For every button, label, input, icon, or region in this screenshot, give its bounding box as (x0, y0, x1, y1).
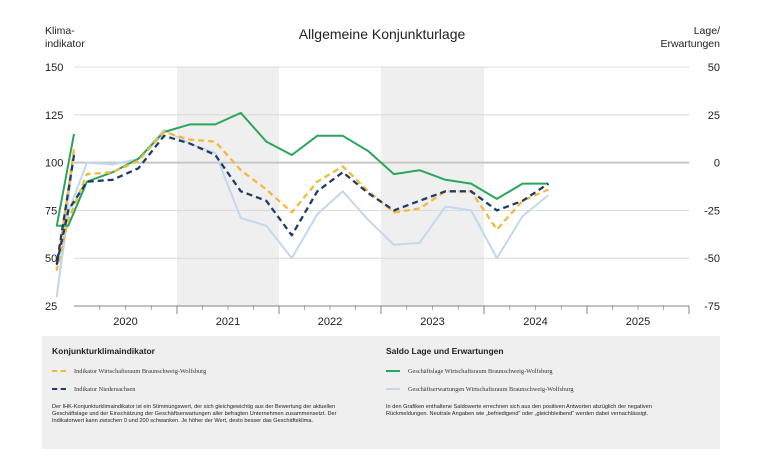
x-tick-label-2023: 2023 (420, 316, 444, 328)
legend-label-geschaeftserwartungen: Geschäftserwartungen Wirtschaftsraum Bra… (408, 385, 574, 393)
right-tick-label: 50 (708, 62, 720, 74)
left-tick-label: 150 (45, 62, 63, 74)
right-tick-label: -25 (704, 205, 720, 217)
left-tick-label: 75 (45, 205, 57, 217)
legend-item-nds-indicator: Indikator Niedersachsen (52, 380, 352, 398)
x-tick-label-2025: 2025 (626, 316, 650, 328)
legend-swatch-bs-indicator (52, 370, 66, 372)
series-line-3 (55, 129, 550, 298)
series-lines (55, 111, 550, 298)
legend-label-geschaeftslage: Geschäftslage Wirtschaftsraum Braunschwe… (408, 367, 553, 375)
left-axis-title: Klima- (45, 25, 75, 37)
legend-item-geschaeftslage: Geschäftslage Wirtschaftsraum Braunschwe… (386, 362, 686, 380)
series-line-1 (55, 134, 550, 266)
right-tick-label: 25 (708, 110, 720, 122)
right-axis-title: Lage/ (694, 25, 720, 37)
legend-right-note: In den Grafiken enthaltene Saldowerte er… (386, 404, 652, 417)
legend-panel: Konjunkturklimaindikator Indikator Wirts… (42, 336, 720, 449)
legend-right: Saldo Lage und Erwartungen Geschäftslage… (386, 346, 686, 418)
chart-title: Allgemeine Konjunkturlage (299, 26, 466, 42)
x-tick-label-2020: 2020 (113, 316, 137, 328)
axis-labels: 150 125 100 75 50 25 50 25 0 -25 -50 -75 2020 2021 202… (45, 25, 720, 328)
legend-swatch-nds-indicator (52, 388, 66, 390)
legend-item-geschaeftserwartungen: Geschäftserwartungen Wirtschaftsraum Bra… (386, 380, 686, 398)
legend-left-title: Konjunkturklimaindikator (52, 346, 155, 356)
left-tick-label: 100 (45, 158, 63, 170)
x-tick-label-2021: 2021 (216, 316, 240, 328)
right-tick-label: -75 (704, 301, 720, 313)
x-tick-label-2022: 2022 (318, 316, 342, 328)
right-tick-label: -50 (704, 253, 720, 265)
year-band-2023 (381, 67, 484, 306)
legend-item-bs-indicator: Indikator Wirtschaftsraum Braunschweig-W… (52, 362, 352, 380)
legend-label-nds-indicator: Indikator Niedersachsen (74, 385, 136, 393)
left-tick-label: 125 (45, 110, 63, 122)
legend-left: Konjunkturklimaindikator Indikator Wirts… (52, 346, 352, 425)
right-tick-label: 0 (714, 158, 720, 170)
series-line-0 (55, 130, 549, 271)
left-tick-label: 50 (45, 253, 57, 265)
year-bands (177, 67, 484, 306)
chart: 150 125 100 75 50 25 50 25 0 -25 -50 -75 2020 2021 202… (45, 25, 720, 328)
left-axis-title: indikator (45, 38, 85, 50)
legend-left-note: Der IHK-Konjunkturklimaindikator ist ein… (52, 404, 337, 424)
legend-label-bs-indicator: Indikator Wirtschaftsraum Braunschweig-W… (74, 367, 207, 375)
legend-right-title: Saldo Lage und Erwartungen (386, 346, 504, 356)
right-axis-title: Erwartungen (660, 38, 720, 50)
legend-swatch-geschaeftserwartungen (386, 388, 400, 390)
series-line-2 (55, 111, 549, 227)
legend-swatch-geschaeftslage (386, 370, 400, 372)
x-tick-label-2024: 2024 (523, 316, 547, 328)
left-tick-label: 25 (45, 301, 57, 313)
